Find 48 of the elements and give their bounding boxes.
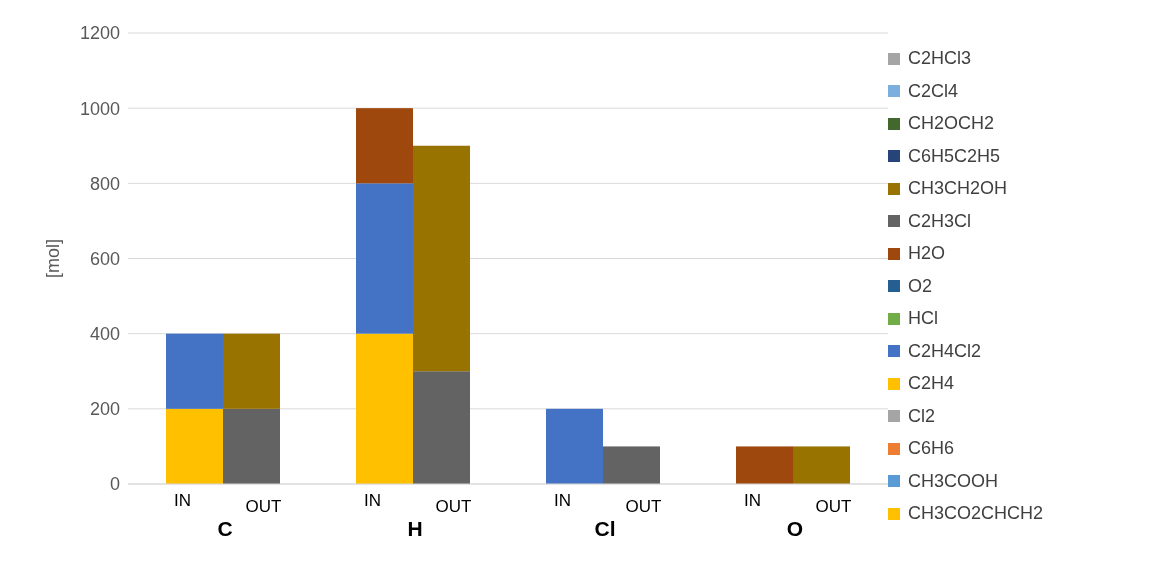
y-tick-label: 1200 (79, 23, 120, 44)
x-tick-label: IN (364, 491, 381, 510)
legend-label: HCl (908, 308, 938, 329)
x-tick-label: OUT (245, 497, 282, 516)
bar (603, 446, 660, 484)
legend-label: C2HCl3 (908, 48, 972, 69)
x-tick-label: IN (554, 491, 571, 510)
y-tick-label: 400 (89, 324, 120, 345)
legend-label: C6H5C2H5 (908, 145, 1001, 167)
legend-label: O2 (908, 275, 933, 297)
y-tick-label: 800 (89, 173, 120, 194)
x-tick-label: OUT (625, 497, 662, 516)
y-tick-label: 0 (109, 474, 120, 495)
x-tick-label: IN (744, 491, 761, 510)
bar (356, 333, 413, 484)
text: H (407, 517, 423, 540)
y-tick-label: 600 (89, 248, 120, 269)
bar (793, 446, 850, 484)
bar (223, 408, 280, 484)
text: O (786, 517, 804, 540)
legend-label: CH3CO2CHCH2 (908, 503, 1044, 524)
bar (546, 408, 603, 484)
legend-label: C6H6 (908, 438, 955, 459)
legend-label: H2O (908, 243, 946, 264)
legend-label: CH3CH2OH (908, 178, 1008, 199)
x-tick-label: IN (174, 491, 191, 510)
bar (413, 145, 470, 372)
y-axis-title: [mol] (43, 238, 64, 279)
y-tick-label: 1000 (79, 98, 120, 119)
bar (356, 108, 413, 184)
bar (356, 183, 413, 334)
x-tick-label: OUT (435, 497, 472, 516)
x-tick-label: OUT (815, 497, 852, 516)
legend-label: C2Cl4 (908, 80, 959, 102)
bar (166, 333, 223, 409)
y-tick-label: 200 (89, 399, 120, 420)
legend-label: CH2OCH2 (908, 113, 995, 134)
legend-label: C2H4 (908, 373, 955, 394)
text: C (217, 517, 233, 540)
text: Cl (594, 517, 616, 540)
legend-label: C2H4Cl2 (908, 340, 982, 362)
bar (736, 446, 793, 484)
bar (166, 408, 223, 484)
legend-label: Cl2 (908, 405, 936, 427)
legend-label: CH3COOH (908, 470, 999, 492)
legend-label: C2H3Cl (908, 210, 972, 232)
bar (223, 333, 280, 409)
bar (413, 371, 470, 484)
